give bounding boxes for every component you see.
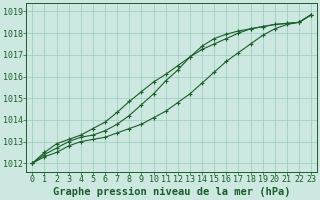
- X-axis label: Graphe pression niveau de la mer (hPa): Graphe pression niveau de la mer (hPa): [53, 187, 291, 197]
